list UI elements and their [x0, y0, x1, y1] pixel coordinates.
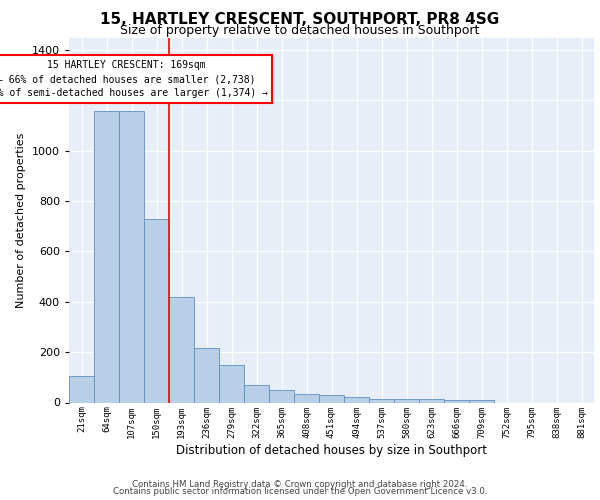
Bar	[119, 110, 144, 403]
Bar	[144, 218, 169, 402]
Bar	[469, 400, 494, 402]
Bar	[444, 400, 469, 402]
Text: Contains HM Land Registry data © Crown copyright and database right 2024.: Contains HM Land Registry data © Crown c…	[132, 480, 468, 489]
Bar	[169, 297, 194, 403]
Bar	[269, 390, 294, 402]
X-axis label: Distribution of detached houses by size in Southport: Distribution of detached houses by size …	[176, 444, 487, 458]
Bar	[394, 398, 419, 402]
Y-axis label: Number of detached properties: Number of detached properties	[16, 132, 26, 308]
Text: Contains public sector information licensed under the Open Government Licence v3: Contains public sector information licen…	[113, 488, 487, 496]
Text: Size of property relative to detached houses in Southport: Size of property relative to detached ho…	[121, 24, 479, 37]
Bar	[69, 376, 94, 402]
Bar	[294, 394, 319, 402]
Text: 15, HARTLEY CRESCENT, SOUTHPORT, PR8 4SG: 15, HARTLEY CRESCENT, SOUTHPORT, PR8 4SG	[100, 12, 500, 28]
Bar	[344, 398, 369, 402]
Bar	[219, 364, 244, 403]
Bar	[369, 398, 394, 402]
Bar	[244, 385, 269, 402]
Bar	[194, 348, 219, 403]
Text: 15 HARTLEY CRESCENT: 169sqm
← 66% of detached houses are smaller (2,738)
33% of : 15 HARTLEY CRESCENT: 169sqm ← 66% of det…	[0, 60, 268, 98]
Bar	[94, 110, 119, 403]
Bar	[319, 395, 344, 402]
Bar	[419, 398, 444, 402]
